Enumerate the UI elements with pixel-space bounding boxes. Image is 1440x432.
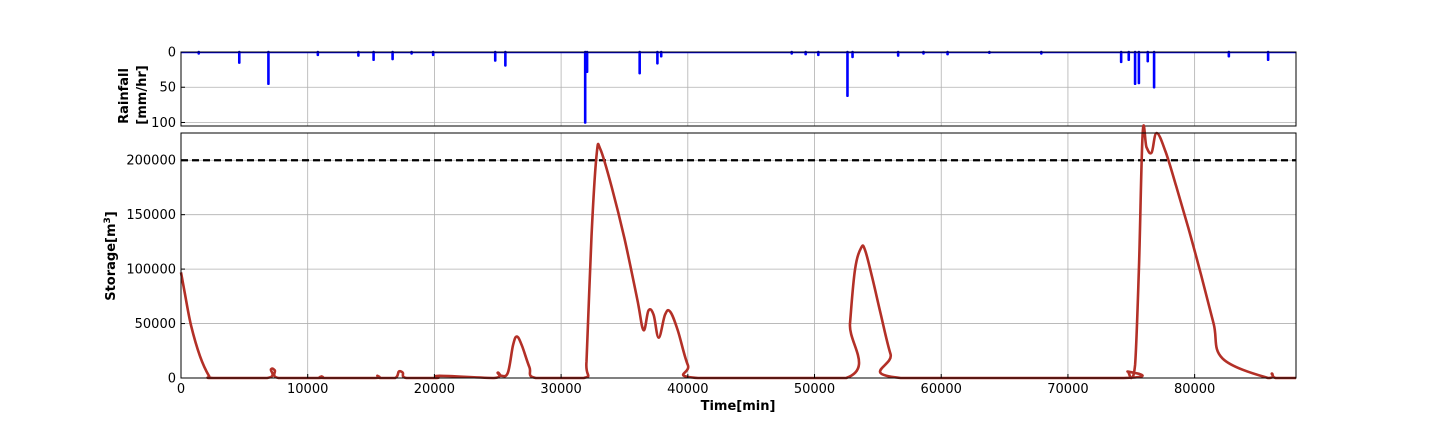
rainfall-y-axis-label-line2: [mm/hr] <box>135 65 150 124</box>
storage-y-tick-label: 150000 <box>126 208 176 223</box>
rainfall-y-tick-label: 0 <box>168 46 176 61</box>
storage-x-tick-label: 60000 <box>921 382 962 397</box>
rainfall-y-ticks: 0 50 100 <box>151 46 185 131</box>
storage-x-tick-label: 10000 <box>287 382 328 397</box>
storage-grid <box>180 133 1296 379</box>
storage-x-tick-label: 50000 <box>794 382 835 397</box>
storage-x-tick-label: 80000 <box>1174 382 1215 397</box>
storage-x-tick-label: 0 <box>177 382 185 397</box>
rainfall-panel: 0 50 100 Rainfall [mm/hr] <box>117 46 1297 131</box>
storage-y-tick-label: 50000 <box>135 317 176 332</box>
storage-x-tick-label: 20000 <box>414 382 455 397</box>
rainfall-grid <box>180 51 1296 126</box>
storage-y-axis-label-sup: 3 <box>103 217 113 223</box>
storage-x-axis-label: Time[min] <box>701 399 776 414</box>
storage-x-tick-label: 70000 <box>1047 382 1088 397</box>
rainfall-y-tick-label: 100 <box>151 116 176 131</box>
storage-y-axis-label-end: ] <box>104 211 119 217</box>
storage-y-tick-label: 100000 <box>126 263 176 278</box>
storage-x-ticks: 0 10000 20000 30000 40000 50000 60000 70000 8000… <box>177 374 1215 397</box>
rainfall-axes-frame <box>180 51 1297 127</box>
storage-series-line <box>179 124 1296 380</box>
storage-y-tick-label: 0 <box>168 372 176 387</box>
storage-axes-frame <box>180 132 1297 379</box>
storage-y-tick-label: 200000 <box>126 154 176 169</box>
storage-x-tick-label: 30000 <box>540 382 581 397</box>
rainfall-y-axis-label-line1: Rainfall <box>117 68 132 124</box>
storage-x-tick-label: 40000 <box>667 382 708 397</box>
storage-y-ticks: 0 50000 100000 150000 200000 <box>126 154 185 387</box>
storage-panel: 0 50000 100000 150000 200000 0 10000 20000 3000… <box>103 124 1297 414</box>
storage-y-axis-label: Storage[m3] <box>103 211 119 301</box>
storage-y-axis-label-main: Storage[m <box>104 223 119 300</box>
rainfall-y-tick-label: 50 <box>159 81 176 96</box>
